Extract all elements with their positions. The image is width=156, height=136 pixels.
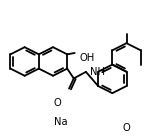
Text: O: O — [54, 98, 61, 108]
Text: NH: NH — [90, 67, 105, 77]
Text: OH: OH — [80, 53, 95, 64]
Text: Na: Na — [54, 117, 68, 127]
Text: O: O — [122, 123, 130, 133]
